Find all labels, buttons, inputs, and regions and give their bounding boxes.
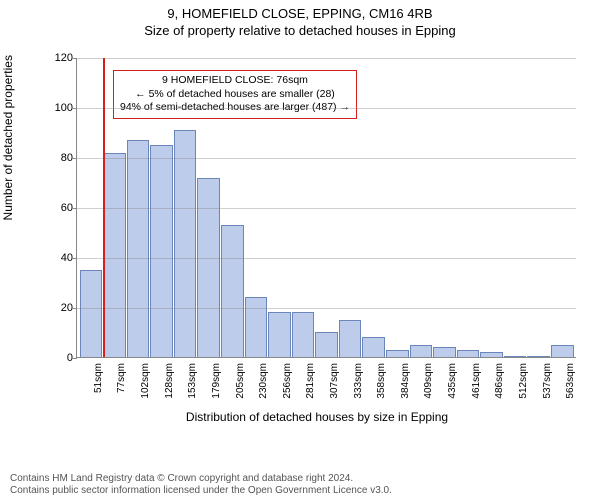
bar [245,297,268,357]
x-tick-label: 307sqm [329,363,340,407]
y-tick-mark [73,258,77,259]
y-tick-mark [73,208,77,209]
chart-area: Number of detached properties 9 HOMEFIEL… [52,50,582,410]
x-tick-label: 128sqm [164,363,175,407]
y-tick-mark [73,308,77,309]
x-tick-label: 51sqm [93,363,104,407]
grid-line [77,158,576,159]
x-tick-label: 179sqm [211,363,222,407]
chart-subtitle: Size of property relative to detached ho… [0,21,600,38]
bar [410,345,433,357]
y-tick-mark [73,108,77,109]
grid-line [77,308,576,309]
x-tick-label: 281sqm [305,363,316,407]
bar [127,140,150,357]
reference-line [103,58,105,357]
x-tick-label: 486sqm [494,363,505,407]
bar [174,130,197,357]
y-tick-label: 60 [47,202,73,214]
bar [268,312,291,357]
x-tick-label: 537sqm [542,363,553,407]
y-tick-mark [73,158,77,159]
x-tick-label: 512sqm [518,363,529,407]
x-tick-label: 256sqm [282,363,293,407]
grid-line [77,208,576,209]
annotation-line: 9 HOMEFIELD CLOSE: 76sqm [120,74,350,88]
bar [292,312,315,357]
x-tick-label: 563sqm [565,363,576,407]
bar [386,350,409,357]
x-tick-label: 205sqm [235,363,246,407]
y-tick-label: 20 [47,302,73,314]
chart-title: 9, HOMEFIELD CLOSE, EPPING, CM16 4RB [0,0,600,21]
x-tick-label: 153sqm [187,363,198,407]
x-tick-label: 77sqm [116,363,127,407]
grid-line [77,58,576,59]
bar [362,337,385,357]
bar [150,145,173,357]
footer-copyright: Contains HM Land Registry data © Crown c… [10,473,353,484]
footer-license: Contains public sector information licen… [10,485,392,496]
bar [457,350,480,357]
y-tick-mark [73,58,77,59]
annotation-line: ← 5% of detached houses are smaller (28) [120,88,350,102]
bar [221,225,244,357]
y-tick-mark [73,358,77,359]
x-tick-label: 461sqm [471,363,482,407]
x-tick-label: 230sqm [258,363,269,407]
bar [527,356,550,357]
bar [80,270,103,357]
x-tick-label: 102sqm [140,363,151,407]
bar [103,153,126,357]
y-tick-label: 0 [47,352,73,364]
annotation-box: 9 HOMEFIELD CLOSE: 76sqm← 5% of detached… [113,70,357,119]
y-tick-label: 100 [47,102,73,114]
grid-line [77,258,576,259]
grid-line [77,108,576,109]
plot-region: 9 HOMEFIELD CLOSE: 76sqm← 5% of detached… [76,58,576,358]
bar [433,347,456,357]
x-tick-label: 358sqm [376,363,387,407]
bar [551,345,574,357]
bar [197,178,220,357]
bar [504,356,527,357]
bar [480,352,503,357]
y-tick-label: 120 [47,52,73,64]
y-axis-label: Number of detached properties [1,55,15,220]
y-tick-label: 80 [47,152,73,164]
x-tick-label: 384sqm [400,363,411,407]
bar [315,332,338,357]
x-axis-label: Distribution of detached houses by size … [52,410,582,424]
x-tick-label: 435sqm [447,363,458,407]
bar [339,320,362,357]
x-tick-label: 409sqm [423,363,434,407]
x-tick-label: 333sqm [353,363,364,407]
y-tick-label: 40 [47,252,73,264]
